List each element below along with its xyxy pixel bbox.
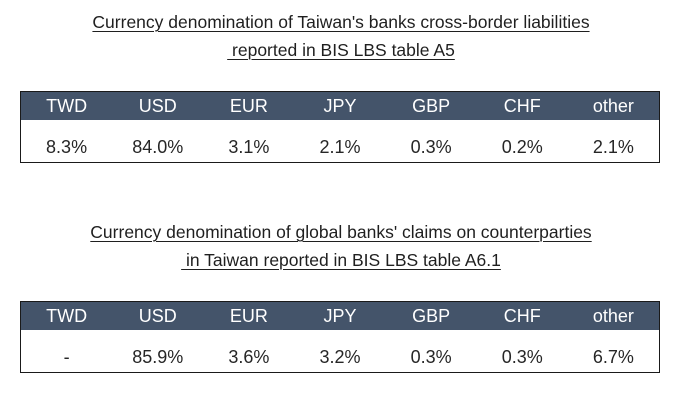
value-twd: 8.3% [46,137,88,157]
value-eur: 3.6% [228,347,270,367]
table2-title-line1: Currency denomination of global banks' c… [90,222,592,242]
value-usd: 84.0% [132,137,184,157]
header-other: other [592,305,634,326]
value-gbp: 0.3% [410,347,452,367]
value-gbp: 0.3% [410,137,452,157]
table2-title: Currency denomination of global banks' c… [0,218,682,274]
table1-header-row: TWD USD EUR JPY GBP CHF other [21,92,659,120]
value-other: 6.7% [592,347,634,367]
value-eur: 3.1% [228,137,270,157]
header-twd: TWD [46,95,88,116]
header-gbp: GBP [412,305,451,326]
table1-title-line1: Currency denomination of Taiwan's banks … [92,12,590,32]
table2-title-line2: in Taiwan reported in BIS LBS table A6.1 [181,250,501,270]
value-usd: 85.9% [132,347,184,367]
value-chf: 0.2% [501,137,543,157]
header-jpy: JPY [323,305,357,326]
value-jpy: 2.1% [319,137,361,157]
table1: TWD USD EUR JPY GBP CHF other 8.3% 84.0%… [20,91,660,163]
header-chf: CHF [503,305,541,326]
table2-header-row: TWD USD EUR JPY GBP CHF other [21,302,659,330]
value-other: 2.1% [592,137,634,157]
value-chf: 0.3% [501,347,543,367]
table2-value-row: - 85.9% 3.6% 3.2% 0.3% 0.3% 6.7% [21,330,659,372]
table1-title-line2: reported in BIS LBS table A5 [227,40,455,60]
header-jpy: JPY [323,95,357,116]
header-eur: EUR [229,305,268,326]
table2: TWD USD EUR JPY GBP CHF other - 85.9% 3.… [20,301,660,373]
table1-value-row: 8.3% 84.0% 3.1% 2.1% 0.3% 0.2% 2.1% [21,120,659,162]
header-eur: EUR [229,95,268,116]
header-usd: USD [138,305,177,326]
value-jpy: 3.2% [319,347,361,367]
value-twd: - [63,347,70,367]
header-twd: TWD [46,305,88,326]
header-usd: USD [138,95,177,116]
table1-title: Currency denomination of Taiwan's banks … [0,8,682,64]
header-other: other [592,95,634,116]
header-chf: CHF [503,95,541,116]
header-gbp: GBP [412,95,451,116]
